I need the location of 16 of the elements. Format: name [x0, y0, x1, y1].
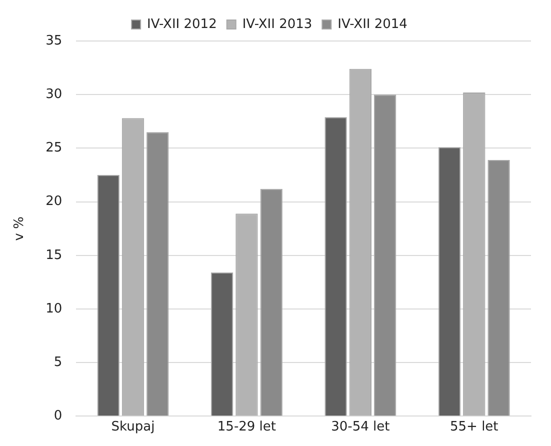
y-tick-label: 20: [46, 194, 62, 210]
x-tick-label: 55+ let: [450, 419, 498, 434]
x-tick-label: Skupaj: [111, 419, 155, 434]
x-tick-label: 30-54 let: [331, 419, 390, 434]
y-axis-title: v %: [12, 216, 28, 241]
y-tick-label: 10: [46, 301, 62, 316]
y-tick-label: 30: [46, 86, 62, 102]
y-tick-label: 5: [54, 354, 62, 370]
legend-label: IV-XII 2014: [338, 16, 408, 32]
y-tick-label: 25: [46, 140, 62, 156]
legend-label: IV-XII 2013: [242, 16, 312, 32]
y-tick-label: 35: [46, 33, 62, 48]
x-tick-label: 15-29 let: [217, 419, 276, 434]
legend-label: IV-XII 2012: [147, 16, 217, 32]
y-tick-label: 15: [46, 248, 62, 263]
y-tick-label: 0: [54, 408, 62, 424]
